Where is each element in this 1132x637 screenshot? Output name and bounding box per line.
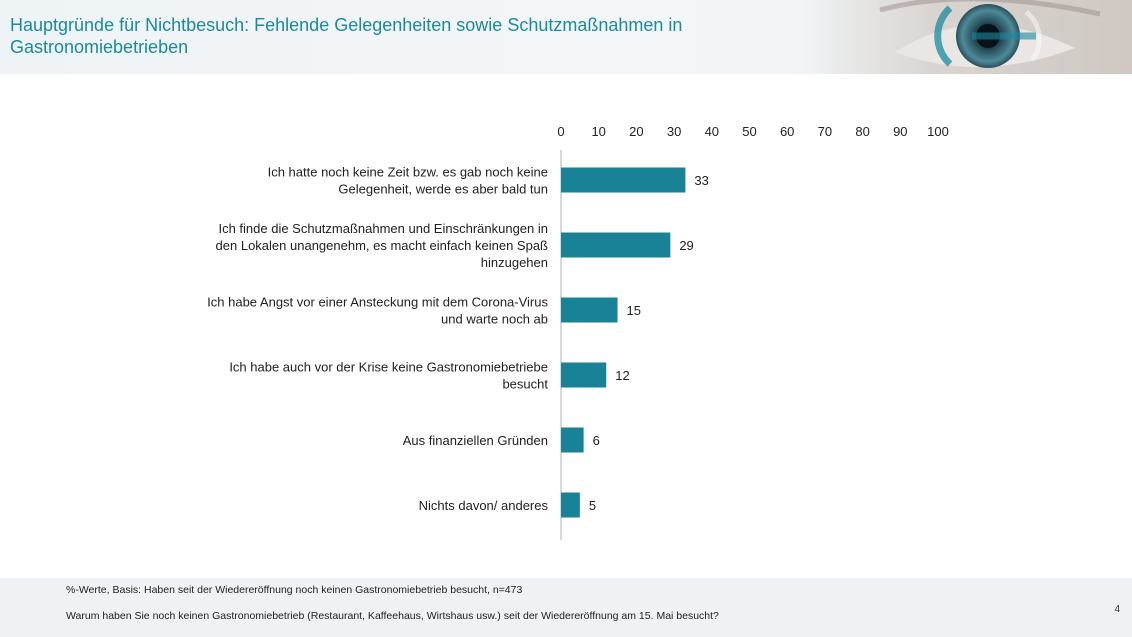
category-label: Ich hatte noch keine Zeit bzw. es gab no…	[268, 165, 548, 197]
category-label-line: den Lokalen unangenehm, es macht einfach…	[216, 238, 549, 253]
data-label: 29	[679, 238, 693, 253]
x-tick-label: 20	[629, 124, 643, 139]
category-label-line: und warte noch ab	[441, 312, 548, 327]
bar	[561, 492, 580, 518]
category-labels: Ich hatte noch keine Zeit bzw. es gab no…	[207, 165, 548, 514]
x-tick-label: 80	[855, 124, 869, 139]
footer: %-Werte, Basis: Haben seit der Wiedererö…	[0, 578, 1132, 637]
category-label-line: Nichts davon/ anderes	[419, 498, 549, 513]
eye-image	[800, 0, 1132, 74]
data-label: 15	[627, 303, 641, 318]
question-note: Warum haben Sie noch keinen Gastronomieb…	[66, 610, 719, 622]
bar	[561, 362, 607, 388]
data-label: 5	[589, 498, 596, 513]
category-label: Ich finde die Schutzmaßnahmen und Einsch…	[216, 221, 549, 270]
bar	[561, 427, 584, 453]
bars	[561, 167, 686, 518]
x-tick-label: 30	[667, 124, 681, 139]
page-title: Hauptgründe für Nichtbesuch: Fehlende Ge…	[10, 15, 683, 57]
bar	[561, 167, 686, 193]
x-tick-label: 0	[557, 124, 564, 139]
category-label-line: besucht	[502, 377, 548, 392]
header-bar: Hauptgründe für Nichtbesuch: Fehlende Ge…	[0, 0, 1132, 74]
x-tick-label: 40	[705, 124, 719, 139]
data-label: 6	[593, 433, 600, 448]
x-tick-label: 100	[927, 124, 949, 139]
x-tick-label: 90	[893, 124, 907, 139]
x-tick-label: 10	[591, 124, 605, 139]
category-label-line: Ich habe Angst vor einer Ansteckung mit …	[207, 295, 548, 310]
category-label-line: Ich hatte noch keine Zeit bzw. es gab no…	[268, 165, 548, 180]
value-labels: 33 29 15 12 6 5	[589, 173, 709, 513]
category-label: Nichts davon/ anderes	[419, 498, 549, 513]
x-tick-label: 50	[742, 124, 756, 139]
category-label: Ich habe auch vor der Krise keine Gastro…	[229, 360, 548, 392]
data-label: 33	[694, 173, 708, 188]
category-label: Ich habe Angst vor einer Ansteckung mit …	[207, 295, 548, 327]
x-tick-label: 70	[818, 124, 832, 139]
category-label: Aus finanziellen Gründen	[403, 433, 548, 448]
page-number: 4	[1114, 604, 1120, 615]
category-label-line: Ich habe auch vor der Krise keine Gastro…	[229, 360, 548, 375]
category-label-line: Ich finde die Schutzmaßnahmen und Einsch…	[218, 221, 548, 236]
category-label-line: hinzugehen	[481, 255, 548, 270]
x-tick-label: 60	[780, 124, 794, 139]
category-label-line: Aus finanziellen Gründen	[403, 433, 548, 448]
bar	[561, 297, 618, 323]
data-label: 12	[615, 368, 629, 383]
base-note: %-Werte, Basis: Haben seit der Wiedererö…	[66, 584, 523, 596]
bar	[561, 232, 671, 258]
bar-chart: 0 10 20 30 40 50 60 70 80 90 100 Ich hatte noch ke…	[207, 124, 949, 540]
category-label-line: Gelegenheit, werde es aber bald tun	[338, 182, 548, 197]
axis-tick-labels: 0 10 20 30 40 50 60 70 80 90 100	[557, 124, 948, 139]
